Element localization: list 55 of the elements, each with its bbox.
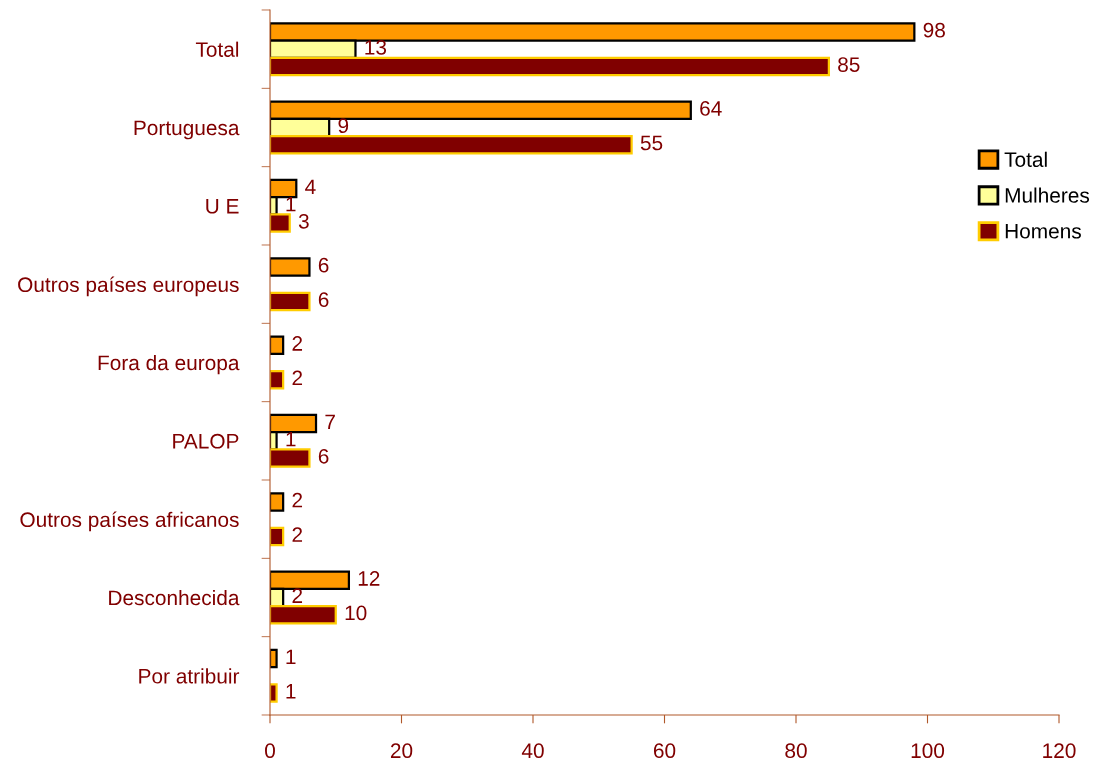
bar [270,683,278,703]
bar [270,605,337,625]
data-label: 1 [286,684,296,699]
data-label: 3 [298,213,309,229]
y-tick-label: Total [195,41,239,57]
bar [270,291,311,312]
bar [270,257,311,277]
data-label: 4 [305,179,316,194]
x-tick-label: 20 [390,743,413,759]
bar [270,135,633,155]
y-tick-label: U E [206,199,239,214]
y-tick-label: Desconhecida [109,589,240,606]
data-label: 7 [325,414,335,429]
x-tick-label: 100 [911,743,945,759]
x-tick-label: 60 [653,743,676,759]
bar [270,526,285,547]
bar [270,492,285,512]
legend-label: Total [1004,151,1047,167]
data-label: 6 [318,292,329,307]
x-tick-label: 0 [265,743,275,759]
y-tick-label: Fora da europa [98,354,240,375]
bar [270,448,311,468]
bar [270,213,291,233]
data-label: 2 [292,588,303,603]
data-label: 64 [700,101,722,116]
data-label: 2 [292,336,303,351]
data-label: 13 [365,40,387,55]
data-label: 1 [286,431,296,447]
legend-label: Homens [1005,224,1081,239]
y-tick-label: PALOP [173,433,239,449]
data-label: 2 [292,370,303,386]
x-tick-label: 80 [785,743,807,759]
data-label: 6 [318,257,329,273]
data-label: 2 [292,492,303,508]
data-label: 12 [358,571,380,586]
y-tick-label: Outros países europeus [18,276,239,297]
y-tick-label: Outros países africanos [20,511,239,532]
data-label: 10 [345,605,367,621]
x-tick-label: 120 [1043,743,1076,759]
bar [270,56,830,77]
data-label: 9 [338,118,349,134]
data-label: 2 [292,527,303,542]
bar [270,335,285,355]
bar [270,370,285,390]
y-tick-label: Por atribuir [139,668,240,684]
data-label: 1 [286,649,296,664]
legend-label: Mulheres [1005,187,1090,203]
data-label: 85 [838,57,860,72]
data-label: 55 [640,135,663,151]
x-tick-label: 40 [521,743,544,759]
data-label: 1 [286,196,296,212]
bar [270,648,278,669]
data-label: 6 [318,448,329,464]
data-label: 98 [923,22,945,38]
y-tick-label: Portuguesa [134,120,240,140]
